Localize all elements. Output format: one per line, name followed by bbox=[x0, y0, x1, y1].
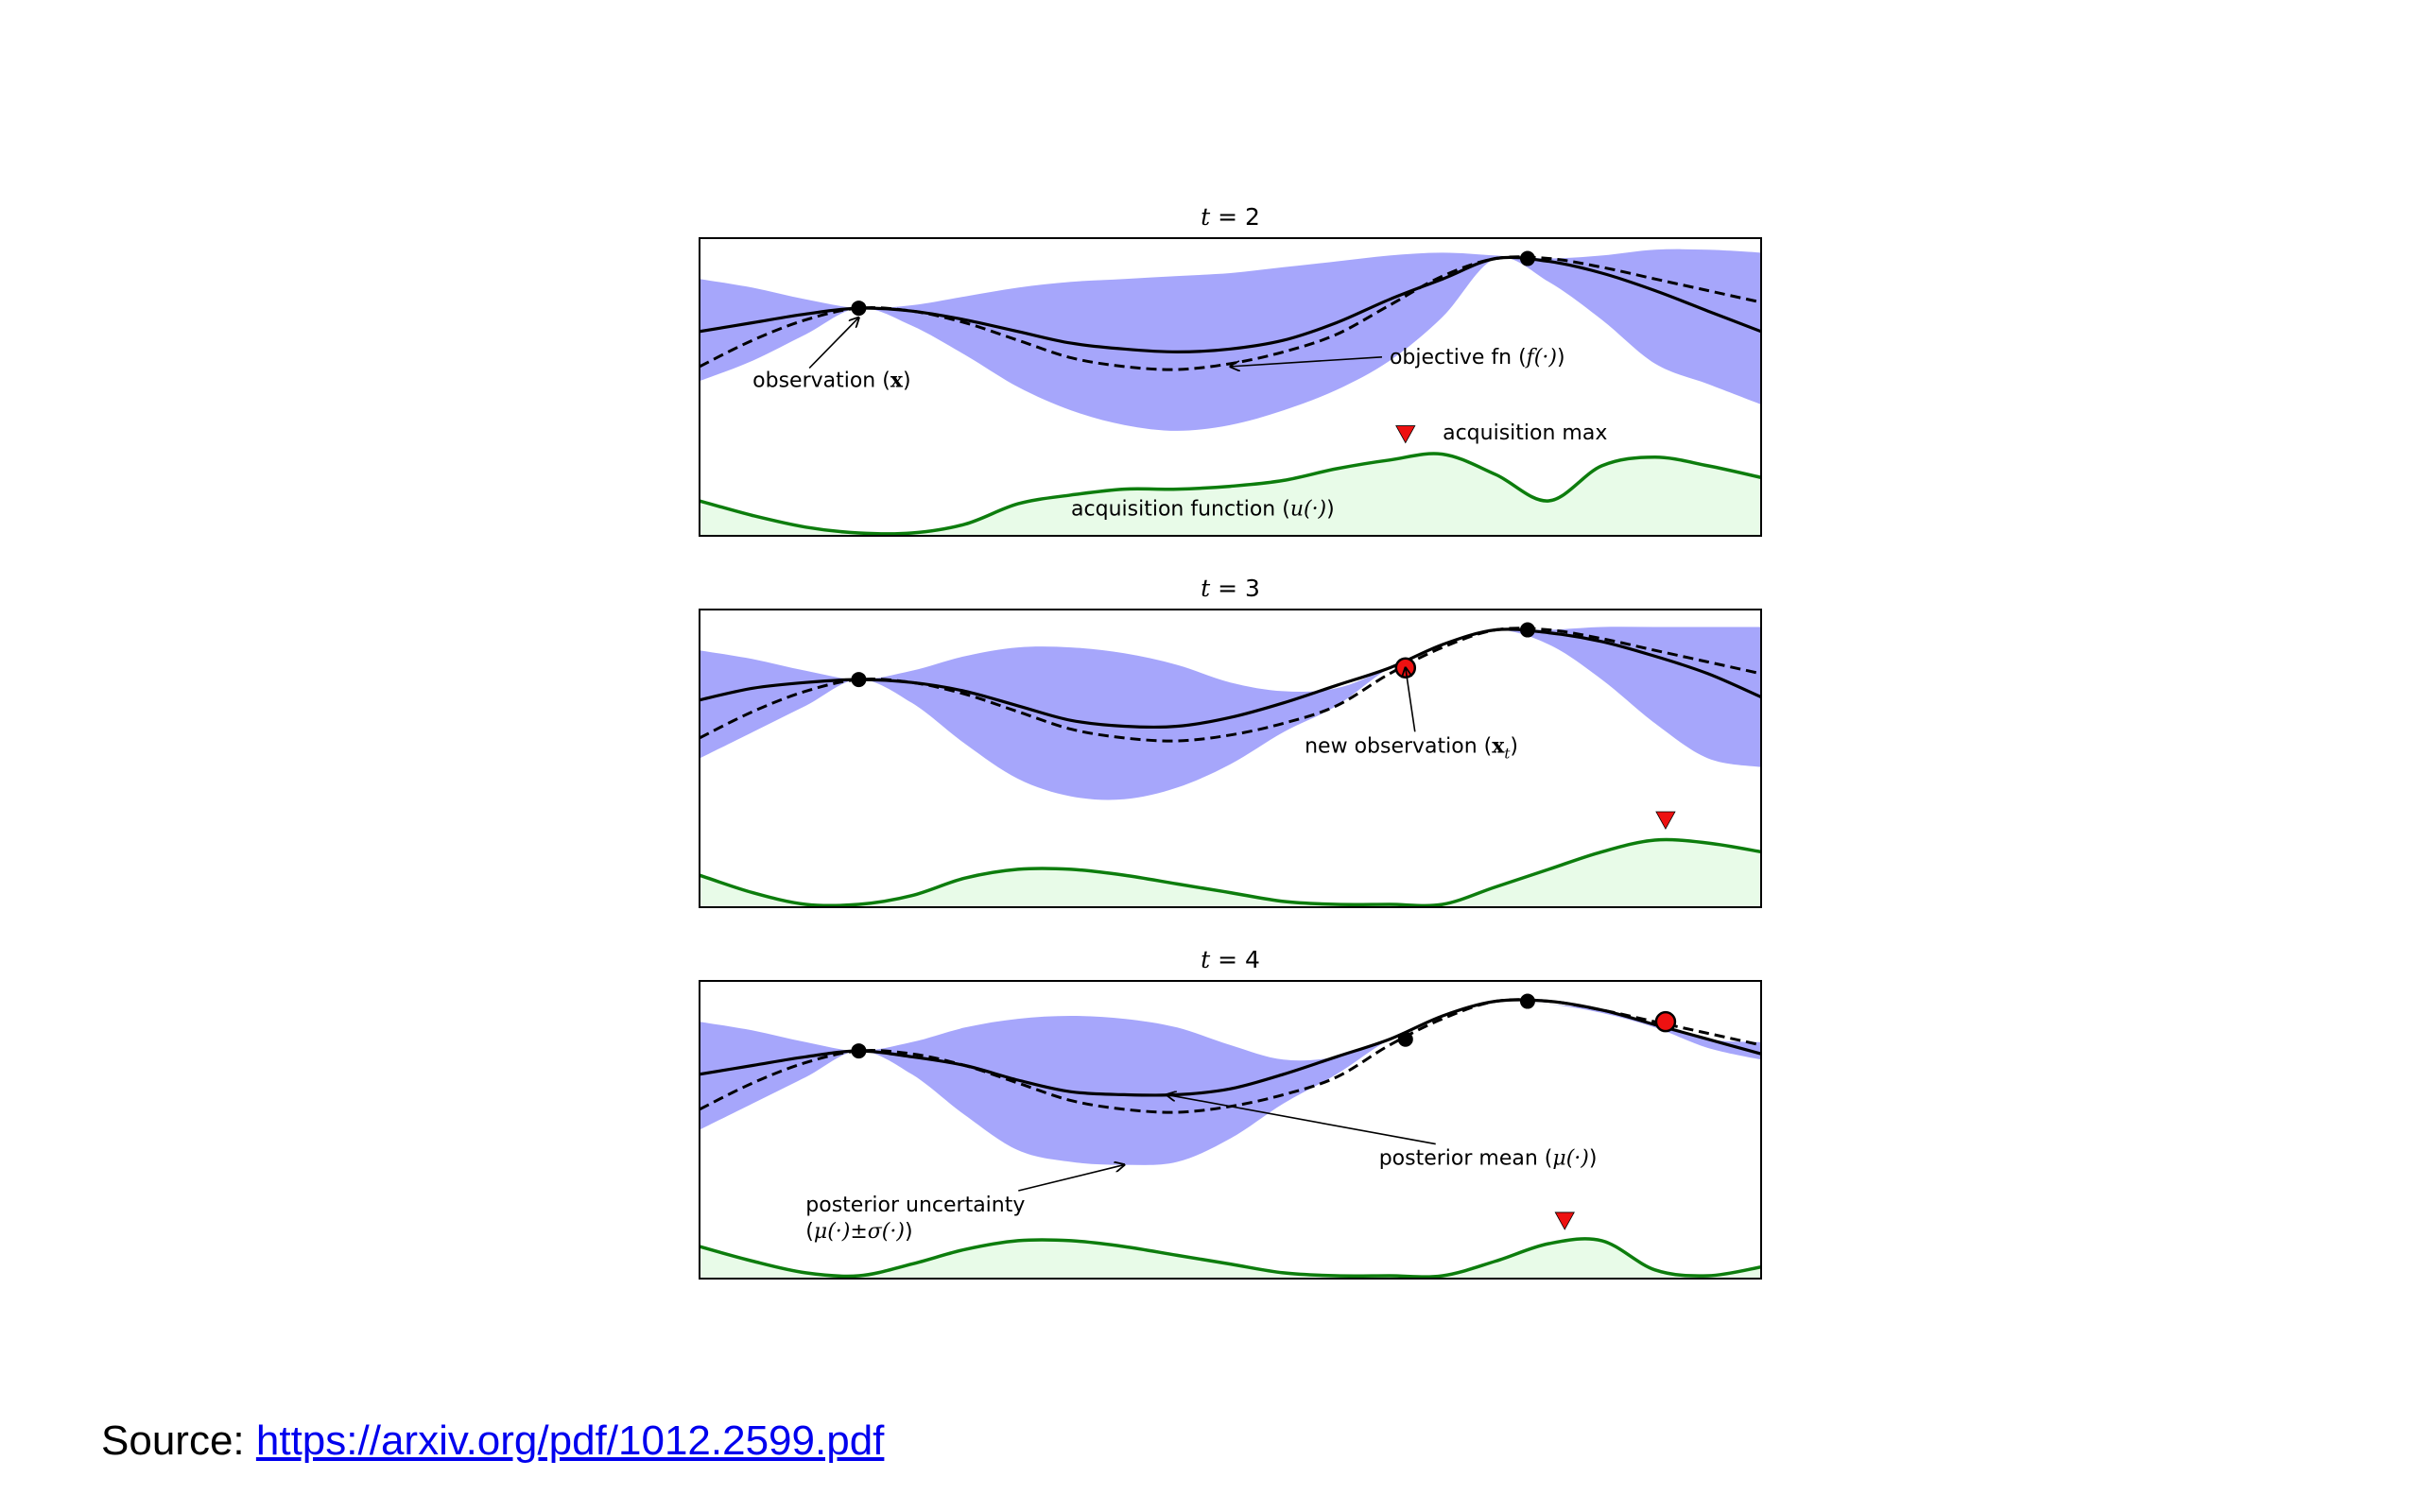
annotation-subscript: t bbox=[1504, 745, 1511, 762]
observation-point bbox=[1397, 1031, 1413, 1047]
panel-frame bbox=[699, 609, 1762, 908]
annotation-label: (μ(·)±σ(·)) bbox=[805, 1220, 912, 1244]
panel-title-var: t bbox=[1201, 946, 1211, 973]
annotation-close: ) bbox=[1326, 497, 1335, 521]
observation-point bbox=[851, 301, 867, 317]
acquisition-line bbox=[700, 452, 1761, 536]
acquisition-line bbox=[700, 837, 1761, 907]
objective-line bbox=[700, 627, 1761, 743]
panel-title-rest: = 2 bbox=[1210, 203, 1260, 231]
annotation-math: u(·) bbox=[1290, 497, 1326, 521]
annotation-label: new observation (xt) bbox=[1305, 733, 1518, 762]
annotation-close: ) bbox=[1589, 1147, 1598, 1171]
annotation-arrow bbox=[1167, 1094, 1436, 1145]
annotation-text: new observation ( bbox=[1305, 734, 1492, 758]
acquisition-max-marker bbox=[1395, 425, 1416, 444]
annotation-text: observation ( bbox=[752, 369, 890, 393]
annotation-math: μ(·) bbox=[1552, 1147, 1588, 1171]
panel-frame bbox=[699, 980, 1762, 1280]
annotation-arrow bbox=[808, 318, 858, 369]
annotation-arrow bbox=[1231, 355, 1383, 367]
posterior-mean-line bbox=[700, 255, 1761, 354]
observation-point bbox=[1519, 250, 1535, 266]
panel-title-var: t bbox=[1201, 575, 1211, 602]
annotation-label: acquisition max bbox=[1443, 421, 1607, 445]
annotation-label: observation (x) bbox=[752, 369, 910, 393]
annotation-label: objective fn (f(·)) bbox=[1390, 346, 1565, 369]
observation-point bbox=[1519, 622, 1535, 638]
panel-title-rest: = 3 bbox=[1210, 575, 1260, 602]
observation-point bbox=[1519, 993, 1535, 1009]
annotation-text: posterior uncertainty bbox=[805, 1194, 1025, 1217]
panel-title-var: t bbox=[1201, 203, 1211, 231]
new-observation-point bbox=[1654, 1010, 1677, 1033]
acquisition-fill bbox=[700, 839, 1761, 907]
annotation-close: ) bbox=[1557, 346, 1565, 369]
annotation-math: f(·) bbox=[1525, 346, 1557, 369]
plot-area bbox=[700, 627, 1761, 907]
posterior-mean-line bbox=[700, 627, 1761, 730]
panel-title: t = 2 bbox=[1201, 203, 1260, 231]
panel-title: t = 3 bbox=[1201, 575, 1260, 602]
panel-frame bbox=[699, 237, 1762, 537]
acquisition-fill bbox=[700, 453, 1761, 536]
source-link[interactable]: https://arxiv.org/pdf/1012.2599.pdf bbox=[255, 1418, 885, 1464]
posterior-mean-line bbox=[700, 998, 1761, 1097]
annotation-math: μ(·)±σ(·) bbox=[814, 1220, 905, 1244]
uncertainty-band bbox=[700, 627, 1761, 800]
source-citation: Source: https://arxiv.org/pdf/1012.2599.… bbox=[101, 1418, 884, 1465]
annotation-close: ) bbox=[905, 1220, 913, 1244]
annotation-math: x bbox=[890, 369, 904, 393]
annotation-label: posterior uncertainty bbox=[805, 1194, 1025, 1217]
uncertainty-band bbox=[700, 1000, 1761, 1165]
observation-point bbox=[851, 672, 867, 688]
observation-point bbox=[851, 1043, 867, 1059]
panel-title: t = 4 bbox=[1201, 946, 1260, 973]
panel-title-rest: = 4 bbox=[1210, 946, 1260, 973]
uncertainty-band bbox=[700, 249, 1761, 431]
panel-3: t = 4 posterior mean (μ(·)) posterior unce… bbox=[699, 946, 1762, 1280]
annotation-math: x bbox=[1492, 733, 1505, 758]
acquisition-fill bbox=[700, 1238, 1761, 1279]
annotation-text: ( bbox=[805, 1220, 814, 1244]
annotation-text: acquisition function ( bbox=[1071, 497, 1290, 521]
annotation-arrow bbox=[1406, 668, 1416, 732]
acquisition-line bbox=[700, 1237, 1761, 1279]
annotation-label: posterior mean (μ(·)) bbox=[1379, 1147, 1598, 1171]
annotation-text: posterior mean ( bbox=[1379, 1147, 1553, 1171]
annotation-text: objective fn ( bbox=[1390, 346, 1527, 369]
annotation-close: ) bbox=[1510, 734, 1518, 758]
annotation-label: acquisition function (u(·)) bbox=[1071, 497, 1335, 521]
annotation-text: acquisition max bbox=[1443, 421, 1607, 445]
acquisition-max-marker bbox=[1655, 811, 1676, 830]
source-label: Source: bbox=[101, 1418, 256, 1464]
annotation-close: ) bbox=[903, 369, 911, 393]
annotation-arrow bbox=[1018, 1165, 1124, 1192]
acquisition-max-marker bbox=[1554, 1211, 1575, 1230]
